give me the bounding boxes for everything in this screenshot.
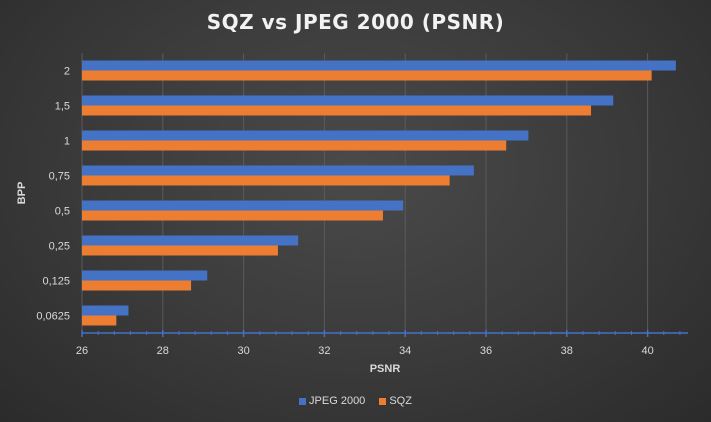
bar-sqz [82,105,592,116]
bar-jpeg-2000 [82,305,129,316]
bar-jpeg-2000 [82,95,614,106]
x-tick-label: 36 [480,345,492,357]
bar-sqz [82,280,192,291]
legend-label: SQZ [389,395,412,407]
bar-sqz [82,315,117,326]
x-tick-label: 34 [399,345,411,357]
x-tick-label: 28 [157,345,169,357]
bar-sqz [82,175,450,186]
legend-item: JPEG 2000 [299,395,365,407]
legend-label: JPEG 2000 [309,395,366,407]
bars [82,60,676,326]
bar-jpeg-2000 [82,200,404,211]
x-tick-label: 30 [237,345,249,357]
y-tick-label: 0,75 [49,171,70,183]
x-tick-label: 32 [318,345,330,357]
y-tick-label: 0,25 [49,241,70,253]
bar-jpeg-2000 [82,270,208,281]
bar-jpeg-2000 [82,235,299,246]
y-tick-label: 1 [64,136,70,148]
y-tick-label: 0,0625 [36,311,70,323]
bar-jpeg-2000 [82,130,529,141]
legend-swatch [299,397,307,405]
axes: 2 1,5 1 0,75 0,5 0,25 0,125 0,0625 26 28 30 32 34 36 3… [36,66,688,357]
bar-jpeg-2000 [82,60,676,71]
chart-title: SQZ vs JPEG 2000 (PSNR) [206,10,505,34]
bar-sqz [82,140,507,151]
legend-item: SQZ [379,395,412,407]
y-axis-title: BPP [16,182,28,205]
x-tick-label: 38 [561,345,573,357]
bar-sqz [82,210,383,221]
x-tick-label: 26 [76,345,88,357]
y-tick-label: 2 [64,66,70,78]
y-tick-label: 1,5 [55,101,70,113]
y-tick-label: 0,125 [42,276,70,288]
bar-sqz [82,70,652,81]
x-tick-label: 40 [641,345,653,357]
gridlines [81,53,649,333]
bar-jpeg-2000 [82,165,474,176]
y-tick-label: 0,5 [55,206,70,218]
legend-swatch [379,397,387,405]
legend: JPEG 2000 SQZ [0,395,711,407]
bar-sqz [82,245,278,256]
x-axis-title: PSNR [370,363,401,375]
